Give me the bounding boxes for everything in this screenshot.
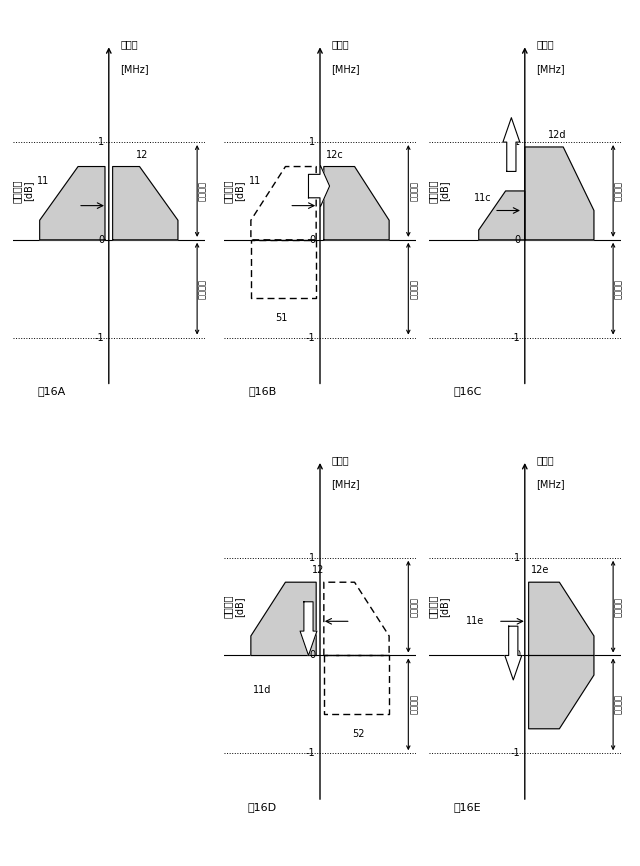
- Text: -1: -1: [306, 333, 316, 343]
- Text: [MHz]: [MHz]: [332, 64, 360, 74]
- Polygon shape: [529, 582, 594, 656]
- Text: -1: -1: [511, 748, 520, 759]
- Text: 11: 11: [248, 176, 261, 186]
- Text: 信号電力: 信号電力: [223, 179, 233, 203]
- Text: [dB]: [dB]: [234, 597, 244, 617]
- Text: 信号電力: 信号電力: [12, 179, 22, 203]
- Polygon shape: [529, 656, 594, 729]
- Text: [dB]: [dB]: [439, 597, 449, 617]
- Text: 信号帯域: 信号帯域: [410, 181, 419, 201]
- Text: 52: 52: [352, 728, 365, 739]
- Text: 12c: 12c: [326, 150, 344, 159]
- Text: 図16C: 図16C: [453, 386, 481, 397]
- Text: 12: 12: [136, 150, 148, 159]
- Text: 周波数: 周波数: [536, 456, 554, 465]
- Text: 図16D: 図16D: [248, 802, 277, 812]
- Text: 信号電力: 信号電力: [223, 595, 233, 618]
- Text: 周波数: 周波数: [120, 40, 138, 49]
- Polygon shape: [40, 166, 105, 240]
- Text: 受信帯域: 受信帯域: [410, 279, 419, 299]
- Text: 図16B: 図16B: [248, 386, 276, 397]
- Text: 受信帯域: 受信帯域: [614, 279, 623, 299]
- Text: 0: 0: [514, 650, 520, 661]
- Text: 信号帯域: 信号帯域: [410, 597, 419, 617]
- Text: -1: -1: [306, 748, 316, 759]
- Text: 11: 11: [37, 176, 50, 186]
- Text: 信号電力: 信号電力: [428, 179, 438, 203]
- Polygon shape: [300, 602, 317, 656]
- Text: 1: 1: [309, 553, 316, 563]
- Text: 1: 1: [514, 137, 520, 147]
- Text: 受信帯域: 受信帯域: [614, 695, 623, 714]
- Polygon shape: [113, 166, 178, 240]
- Polygon shape: [251, 582, 316, 656]
- Text: 11d: 11d: [253, 685, 271, 695]
- Text: 信号帯域: 信号帯域: [198, 181, 207, 201]
- Text: [dB]: [dB]: [234, 181, 244, 201]
- Text: 1: 1: [514, 553, 520, 563]
- Text: 12d: 12d: [548, 130, 566, 140]
- Polygon shape: [308, 165, 330, 208]
- Polygon shape: [479, 191, 525, 240]
- Text: 周波数: 周波数: [332, 40, 349, 49]
- Text: 周波数: 周波数: [332, 456, 349, 465]
- Text: 0: 0: [98, 235, 104, 245]
- Text: 11e: 11e: [466, 617, 484, 626]
- Polygon shape: [503, 118, 520, 171]
- Text: 信号帯域: 信号帯域: [614, 597, 623, 617]
- Text: 12: 12: [312, 565, 324, 575]
- Text: [MHz]: [MHz]: [332, 480, 360, 489]
- Text: 11c: 11c: [474, 193, 492, 203]
- Text: 0: 0: [514, 235, 520, 245]
- Text: 信号帯域: 信号帯域: [614, 181, 623, 201]
- Text: 0: 0: [309, 650, 316, 661]
- Text: 1: 1: [98, 137, 104, 147]
- Text: [MHz]: [MHz]: [120, 64, 149, 74]
- Text: 周波数: 周波数: [536, 40, 554, 49]
- Text: 12e: 12e: [531, 565, 549, 575]
- Text: -1: -1: [511, 333, 520, 343]
- Text: 受信帯域: 受信帯域: [410, 695, 419, 714]
- Text: [dB]: [dB]: [439, 181, 449, 201]
- Text: 51: 51: [275, 313, 288, 323]
- Polygon shape: [324, 166, 389, 240]
- Text: 図16A: 図16A: [37, 386, 65, 397]
- Text: 受信帯域: 受信帯域: [198, 279, 207, 299]
- Text: [dB]: [dB]: [23, 181, 33, 201]
- Polygon shape: [505, 626, 522, 680]
- Text: -1: -1: [95, 333, 104, 343]
- Text: 1: 1: [309, 137, 316, 147]
- Text: 図16E: 図16E: [453, 802, 481, 812]
- Text: [MHz]: [MHz]: [536, 64, 565, 74]
- Text: [MHz]: [MHz]: [536, 480, 565, 489]
- Text: 信号電力: 信号電力: [428, 595, 438, 618]
- Polygon shape: [525, 147, 594, 240]
- Text: 0: 0: [309, 235, 316, 245]
